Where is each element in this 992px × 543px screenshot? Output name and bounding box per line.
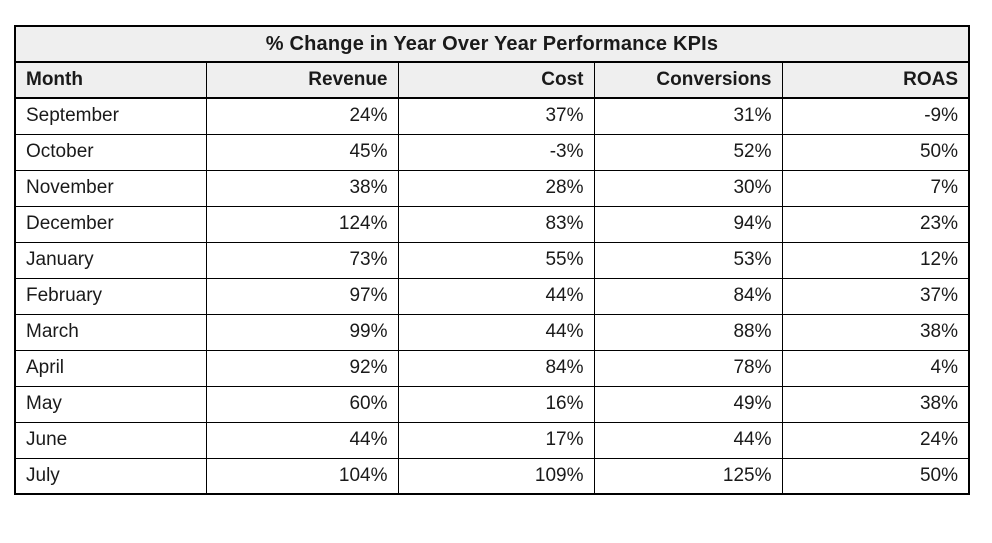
table-row: April 92% 84% 78% 4%: [14, 349, 970, 387]
table-cell: 38%: [205, 169, 399, 207]
table-cell: 38%: [781, 385, 970, 423]
table-cell: -9%: [781, 97, 970, 135]
header-month: Month: [14, 61, 207, 99]
table-cell: 50%: [781, 457, 970, 495]
table-title-row: % Change in Year Over Year Performance K…: [14, 25, 970, 63]
table-cell: -3%: [397, 133, 595, 171]
month-cell: September: [14, 97, 207, 135]
table-cell: 38%: [781, 313, 970, 351]
table-cell: 49%: [593, 385, 783, 423]
table-cell: 53%: [593, 241, 783, 279]
table-row: December 124% 83% 94% 23%: [14, 205, 970, 243]
table-cell: 28%: [397, 169, 595, 207]
table-cell: 60%: [205, 385, 399, 423]
table-cell: 104%: [205, 457, 399, 495]
table-row: January 73% 55% 53% 12%: [14, 241, 970, 279]
table-cell: 24%: [205, 97, 399, 135]
month-cell: November: [14, 169, 207, 207]
table-cell: 78%: [593, 349, 783, 387]
month-cell: May: [14, 385, 207, 423]
table-cell: 30%: [593, 169, 783, 207]
kpi-table: % Change in Year Over Year Performance K…: [14, 25, 970, 495]
table-cell: 44%: [397, 313, 595, 351]
header-conversions: Conversions: [593, 61, 783, 99]
table-cell: 92%: [205, 349, 399, 387]
table-cell: 17%: [397, 421, 595, 459]
table-row: November 38% 28% 30% 7%: [14, 169, 970, 207]
table-cell: 50%: [781, 133, 970, 171]
month-cell: June: [14, 421, 207, 459]
table-row: October 45% -3% 52% 50%: [14, 133, 970, 171]
month-cell: July: [14, 457, 207, 495]
table-cell: 23%: [781, 205, 970, 243]
header-revenue: Revenue: [205, 61, 399, 99]
table-cell: 37%: [781, 277, 970, 315]
table-cell: 109%: [397, 457, 595, 495]
month-cell: October: [14, 133, 207, 171]
table-cell: 44%: [593, 421, 783, 459]
table-cell: 31%: [593, 97, 783, 135]
table-cell: 52%: [593, 133, 783, 171]
table-cell: 124%: [205, 205, 399, 243]
table-cell: 16%: [397, 385, 595, 423]
table-row: March 99% 44% 88% 38%: [14, 313, 970, 351]
table-row: May 60% 16% 49% 38%: [14, 385, 970, 423]
table-row: September 24% 37% 31% -9%: [14, 97, 970, 135]
table-cell: 44%: [205, 421, 399, 459]
table-row: June 44% 17% 44% 24%: [14, 421, 970, 459]
month-cell: March: [14, 313, 207, 351]
header-roas: ROAS: [781, 61, 970, 99]
table-cell: 88%: [593, 313, 783, 351]
table-cell: 55%: [397, 241, 595, 279]
table-header-row: Month Revenue Cost Conversions ROAS: [14, 61, 970, 99]
table-cell: 73%: [205, 241, 399, 279]
table-cell: 7%: [781, 169, 970, 207]
month-cell: December: [14, 205, 207, 243]
month-cell: January: [14, 241, 207, 279]
table-cell: 4%: [781, 349, 970, 387]
table-cell: 97%: [205, 277, 399, 315]
month-cell: February: [14, 277, 207, 315]
table-row: July 104% 109% 125% 50%: [14, 457, 970, 495]
table-title: % Change in Year Over Year Performance K…: [14, 25, 970, 63]
table-row: February 97% 44% 84% 37%: [14, 277, 970, 315]
month-cell: April: [14, 349, 207, 387]
table-cell: 125%: [593, 457, 783, 495]
table-cell: 84%: [397, 349, 595, 387]
table-cell: 84%: [593, 277, 783, 315]
table-cell: 44%: [397, 277, 595, 315]
table-cell: 94%: [593, 205, 783, 243]
header-cost: Cost: [397, 61, 595, 99]
table-cell: 24%: [781, 421, 970, 459]
table-cell: 12%: [781, 241, 970, 279]
table-cell: 45%: [205, 133, 399, 171]
table-cell: 83%: [397, 205, 595, 243]
table-cell: 99%: [205, 313, 399, 351]
table-cell: 37%: [397, 97, 595, 135]
